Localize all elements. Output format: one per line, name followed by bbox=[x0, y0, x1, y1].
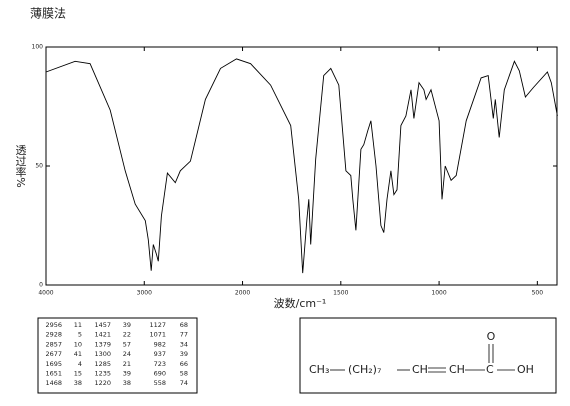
y-tick-label: 100 bbox=[32, 44, 44, 51]
peak-transmittance: 22 bbox=[123, 331, 131, 339]
peak-wavenumber: 1300 bbox=[94, 350, 111, 358]
peak-wavenumber: 982 bbox=[154, 340, 166, 348]
peak-wavenumber: 723 bbox=[154, 360, 166, 368]
x-tick-label: 2000 bbox=[235, 290, 250, 297]
peak-transmittance: 57 bbox=[123, 340, 131, 348]
peak-transmittance: 15 bbox=[74, 370, 82, 378]
peak-wavenumber: 1127 bbox=[149, 321, 166, 329]
peak-transmittance: 38 bbox=[74, 379, 82, 387]
peak-transmittance: 66 bbox=[180, 360, 188, 368]
peak-transmittance: 39 bbox=[123, 370, 131, 378]
x-tick-label: 4000 bbox=[38, 290, 53, 297]
peak-wavenumber: 1220 bbox=[94, 379, 111, 387]
peak-transmittance: 4 bbox=[78, 360, 82, 368]
peak-wavenumber: 1285 bbox=[94, 360, 111, 368]
peak-transmittance: 21 bbox=[123, 360, 131, 368]
peak-wavenumber: 1235 bbox=[94, 370, 111, 378]
structure-label: (CH₂)₇ bbox=[348, 363, 381, 376]
structure-label: CH bbox=[412, 363, 428, 376]
peak-wavenumber: 2928 bbox=[45, 331, 62, 339]
peak-wavenumber: 1421 bbox=[94, 331, 111, 339]
spectrum-line bbox=[45, 58, 558, 274]
y-tick-label: 0 bbox=[39, 282, 43, 289]
structure-label: OH bbox=[517, 363, 534, 376]
peak-transmittance: 11 bbox=[74, 321, 82, 329]
peak-transmittance: 74 bbox=[180, 379, 188, 387]
structure-label: CH bbox=[449, 363, 465, 376]
peak-wavenumber: 1695 bbox=[45, 360, 62, 368]
peak-wavenumber: 1651 bbox=[45, 370, 62, 378]
peak-wavenumber: 1071 bbox=[149, 331, 166, 339]
structure-bonds bbox=[330, 344, 515, 373]
peak-transmittance: 39 bbox=[180, 350, 188, 358]
structure-label: O bbox=[487, 330, 496, 343]
structure-label: CH₃ bbox=[309, 363, 329, 376]
x-tick-label: 1000 bbox=[431, 290, 446, 297]
peak-transmittance: 5 bbox=[78, 331, 82, 339]
peak-wavenumber: 690 bbox=[154, 370, 166, 378]
y-axis-label: 透过率% bbox=[14, 144, 27, 188]
peak-transmittance: 77 bbox=[180, 331, 188, 339]
peak-wavenumber: 937 bbox=[154, 350, 166, 358]
peak-table-frame bbox=[37, 317, 198, 394]
peak-transmittance: 41 bbox=[74, 350, 82, 358]
x-tick-label: 1500 bbox=[333, 290, 348, 297]
x-axis-label: 波数/cm⁻¹ bbox=[274, 297, 327, 310]
peak-wavenumber: 1457 bbox=[94, 321, 111, 329]
peak-transmittance: 34 bbox=[180, 340, 188, 348]
peak-wavenumber: 2857 bbox=[45, 340, 62, 348]
peak-transmittance: 38 bbox=[123, 379, 131, 387]
x-tick-label: 3000 bbox=[137, 290, 152, 297]
peak-transmittance: 10 bbox=[74, 340, 82, 348]
peak-wavenumber: 2956 bbox=[45, 321, 62, 329]
x-tick-label: 500 bbox=[532, 290, 544, 297]
peak-transmittance: 39 bbox=[123, 321, 131, 329]
structure-label: C bbox=[486, 363, 494, 376]
chart-title: 薄膜法 bbox=[30, 6, 66, 21]
peak-transmittance: 68 bbox=[180, 321, 188, 329]
peak-transmittance: 58 bbox=[180, 370, 188, 378]
peak-transmittance: 24 bbox=[123, 350, 131, 358]
peak-wavenumber: 1468 bbox=[45, 379, 62, 387]
peak-wavenumber: 1379 bbox=[94, 340, 111, 348]
peak-wavenumber: 2677 bbox=[45, 350, 62, 358]
structure-frame bbox=[299, 317, 557, 394]
y-tick-label: 50 bbox=[35, 163, 43, 170]
peak-wavenumber: 558 bbox=[154, 379, 166, 387]
